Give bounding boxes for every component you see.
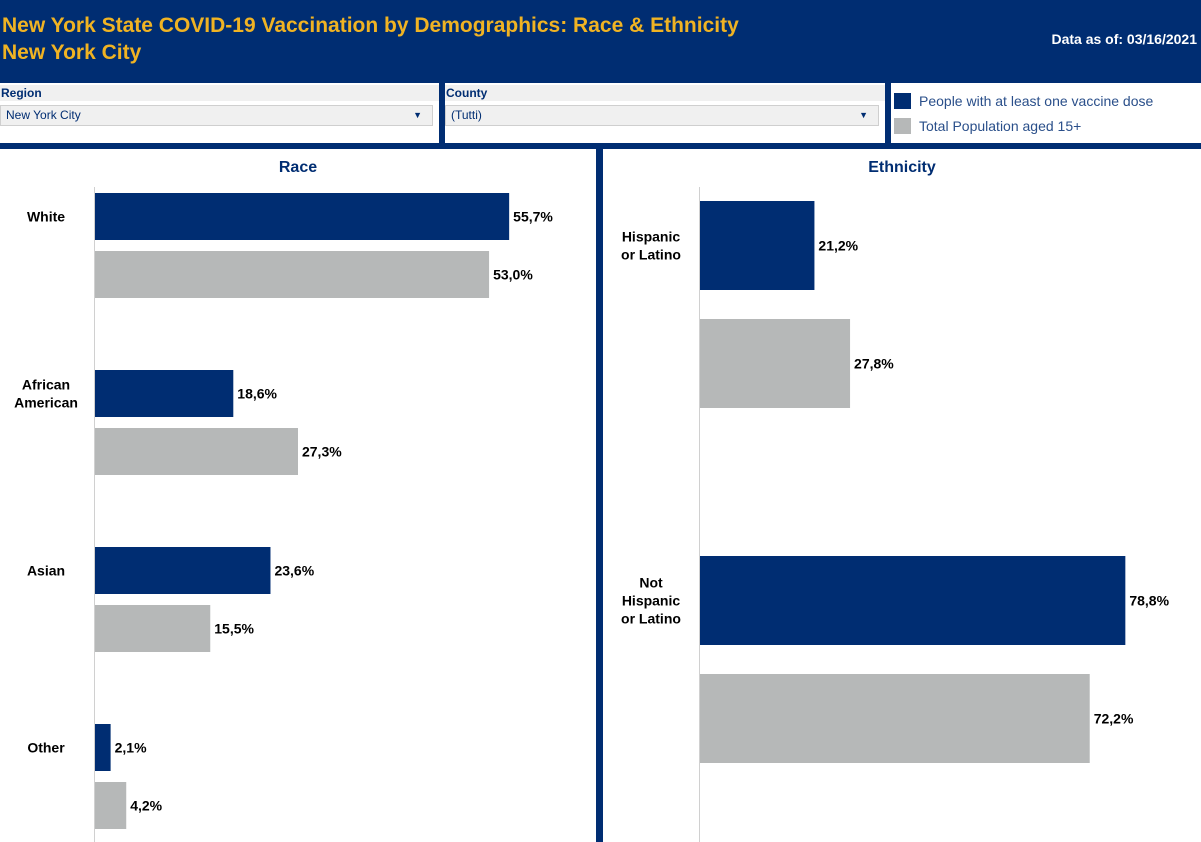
population-bar[interactable] (700, 674, 1090, 763)
header-bar: New York State COVID-19 Vaccination by D… (0, 0, 1201, 80)
legend-label-population: Total Population aged 15+ (919, 118, 1082, 134)
bar-value-label: 27,8% (854, 356, 894, 372)
population-bar[interactable] (95, 782, 127, 829)
legend-item-population[interactable]: Total Population aged 15+ (894, 117, 1081, 135)
category-label: Asian (27, 563, 65, 579)
category-label: Hispanic (622, 229, 681, 245)
ethnicity-chart: 21,2% 27,8% Hispanic or Latino 78,8% 72,2% Not… (621, 187, 1170, 842)
region-filter-label: Region (0, 85, 439, 101)
category-label: Other (27, 740, 65, 756)
page-title: New York State COVID-19 Vaccination by D… (2, 14, 739, 37)
page-subtitle: New York City (2, 41, 142, 64)
county-filter: County (Tutti) ▼ (445, 83, 885, 143)
dropdown-arrow-icon: ▼ (859, 110, 868, 120)
vaccinated-bar[interactable] (700, 201, 815, 290)
bar-value-label: 4,2% (130, 798, 162, 814)
population-bar[interactable] (95, 428, 298, 475)
race-chart-panel: Race 55,7% 53,0% White 18,6% 27,3% African Ame… (0, 149, 596, 842)
ethnicity-chart-panel: Ethnicity 21,2% 27,8% Hispanic or Latino 78,… (603, 149, 1201, 842)
vaccinated-bar[interactable] (95, 370, 234, 417)
vaccinated-bar[interactable] (700, 556, 1126, 645)
category-label: American (14, 395, 78, 411)
race-chart-title: Race (278, 159, 318, 176)
county-dropdown-value: (Tutti) (451, 108, 482, 122)
category-label: Hispanic (622, 593, 681, 609)
bar-value-label: 21,2% (818, 238, 858, 254)
vaccinated-bar[interactable] (95, 724, 111, 771)
population-bar[interactable] (700, 319, 851, 408)
region-dropdown[interactable]: New York City ▼ (0, 105, 433, 126)
ethnicity-chart-title: Ethnicity (868, 159, 936, 176)
legend-item-vaccinated[interactable]: People with at least one vaccine dose (894, 92, 1153, 110)
legend-swatch-vaccinated (894, 93, 911, 109)
population-bar[interactable] (95, 251, 490, 298)
vaccinated-bar[interactable] (95, 547, 271, 594)
bar-value-label: 72,2% (1094, 711, 1134, 727)
bar-value-label: 15,5% (214, 621, 254, 637)
legend: People with at least one vaccine dose To… (891, 83, 1201, 143)
bar-value-label: 53,0% (493, 267, 533, 283)
region-dropdown-value: New York City (6, 108, 81, 122)
race-chart: 55,7% 53,0% White 18,6% 27,3% African American… (14, 187, 553, 842)
bar-value-label: 78,8% (1129, 593, 1169, 609)
bar-value-label: 2,1% (115, 740, 147, 756)
category-label: or Latino (621, 611, 681, 627)
county-dropdown[interactable]: (Tutti) ▼ (445, 105, 879, 126)
legend-swatch-population (894, 118, 911, 134)
vaccinated-bar[interactable] (95, 193, 510, 240)
bar-value-label: 27,3% (302, 444, 342, 460)
county-filter-label: County (445, 85, 885, 101)
population-bar[interactable] (95, 605, 211, 652)
bar-value-label: 18,6% (237, 386, 277, 402)
legend-label-vaccinated: People with at least one vaccine dose (919, 93, 1154, 109)
category-label: African (22, 377, 70, 393)
region-filter: Region New York City ▼ (0, 83, 439, 143)
category-label: White (27, 209, 65, 225)
dropdown-arrow-icon: ▼ (413, 110, 422, 120)
data-as-of: Data as of: 03/16/2021 (1051, 31, 1197, 47)
bar-value-label: 23,6% (274, 563, 314, 579)
bar-value-label: 55,7% (513, 209, 553, 225)
category-label: or Latino (621, 247, 681, 263)
category-label: Not (639, 575, 663, 591)
